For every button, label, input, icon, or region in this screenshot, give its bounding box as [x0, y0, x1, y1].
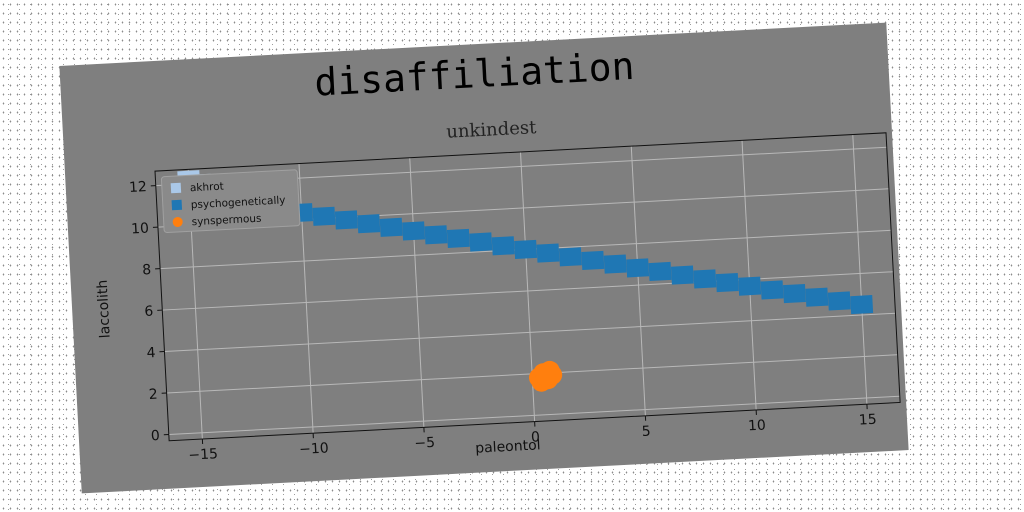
data-point: [537, 243, 560, 262]
chart-subtitle: unkindest: [446, 117, 538, 143]
data-point: [357, 214, 380, 233]
x-tick-label: −15: [188, 446, 218, 464]
y-tick-label: 12: [129, 179, 148, 196]
data-point: [783, 284, 806, 303]
data-point: [335, 210, 358, 229]
data-point: [514, 240, 537, 259]
x-gridline: [631, 146, 645, 416]
data-point: [828, 291, 851, 310]
chart-figure: disaffiliation unkindest −15 −10 −5 0 5 10 15 0…: [59, 23, 908, 494]
y-axis-label: laccolith: [95, 279, 114, 338]
data-point: [649, 262, 672, 281]
series-synspermous: [528, 360, 563, 392]
y-tick-label: 6: [144, 304, 154, 320]
legend-marker: [172, 200, 183, 211]
data-point: [626, 258, 649, 277]
data-point: [492, 236, 515, 255]
y-tick-label: 8: [142, 262, 152, 278]
data-point: [716, 273, 739, 292]
data-point: [313, 207, 336, 226]
x-axis-label: paleontol: [475, 437, 541, 456]
data-point: [380, 218, 403, 237]
x-gridline: [853, 135, 867, 405]
y-tick-label: 4: [146, 345, 156, 361]
data-point: [850, 295, 873, 314]
legend-label: akhrot: [190, 181, 224, 195]
x-tick-label: 5: [641, 424, 651, 440]
x-tick-label: 15: [858, 412, 877, 429]
data-point: [693, 269, 716, 288]
data-point: [469, 232, 492, 251]
data-point: [604, 255, 627, 274]
x-tick-label: −10: [299, 440, 329, 458]
data-point: [805, 288, 828, 307]
data-point: [425, 225, 448, 244]
data-point: [559, 247, 582, 266]
x-gridline: [742, 140, 756, 410]
data-point: [738, 277, 761, 296]
data-point: [402, 221, 425, 240]
x-gridline: [410, 158, 424, 428]
y-gridline: [164, 313, 895, 351]
y-tick-label: 0: [151, 428, 161, 444]
legend-marker: [171, 183, 182, 194]
y-tick-label: 2: [148, 387, 158, 403]
data-point: [581, 251, 604, 270]
y-tick-label: 10: [131, 221, 150, 238]
data-point: [761, 280, 784, 299]
data-point: [447, 229, 470, 248]
x-tick-label: −5: [414, 435, 435, 452]
x-tick-label: 10: [748, 417, 767, 434]
data-point: [671, 266, 694, 285]
